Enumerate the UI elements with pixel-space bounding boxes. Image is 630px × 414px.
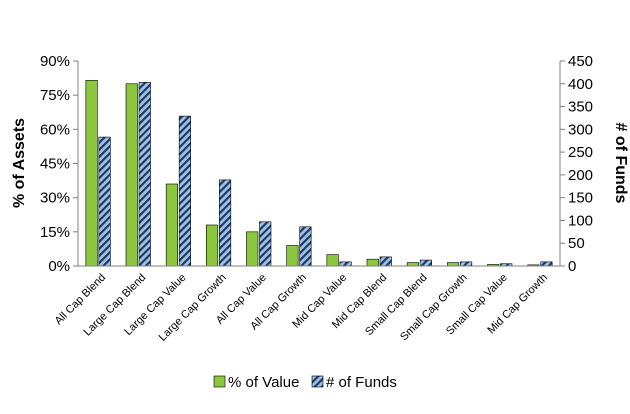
- right-tick-label: 400: [568, 76, 593, 93]
- bar-percent-of-value: [366, 258, 379, 267]
- right-axis-ticks: 0 50 100 150 200 250 300 350 400 450: [560, 53, 593, 275]
- bar-percent-of-value: [85, 80, 98, 267]
- bar-number-of-funds: [460, 261, 473, 267]
- left-tick-label: 0%: [48, 258, 70, 275]
- bar-number-of-funds: [138, 82, 151, 267]
- bar-percent-of-value: [326, 254, 339, 267]
- left-tick-label: 75%: [40, 87, 70, 104]
- right-tick-label: 250: [568, 144, 593, 161]
- bar-number-of-funds: [419, 259, 432, 267]
- bar-number-of-funds: [259, 221, 272, 267]
- legend-swatch-percent-of-value: [213, 375, 226, 388]
- right-tick-label: 50: [568, 235, 585, 252]
- bar-number-of-funds: [219, 179, 232, 267]
- bar-percent-of-value: [406, 262, 419, 267]
- right-axis-title: # of Funds: [612, 123, 629, 204]
- bar-percent-of-value: [447, 262, 460, 267]
- category-label: Large Cap Growth: [157, 272, 229, 344]
- bar-number-of-funds: [98, 136, 111, 267]
- left-axis-ticks: 0% 15% 30% 45% 60% 75% 90%: [40, 53, 78, 275]
- bar-percent-of-value: [206, 224, 219, 267]
- left-tick-label: 45%: [40, 156, 70, 173]
- right-tick-label: 200: [568, 167, 593, 184]
- right-tick-label: 300: [568, 121, 593, 138]
- legend-swatch-number-of-funds: [311, 375, 324, 388]
- bar-number-of-funds: [379, 256, 392, 267]
- legend-label-number-of-funds: # of Funds: [326, 374, 397, 391]
- legend-label-percent-of-value: % of Value: [228, 374, 299, 391]
- left-tick-label: 60%: [40, 121, 70, 138]
- bars: [85, 80, 553, 267]
- left-tick-label: 90%: [40, 53, 70, 70]
- right-tick-label: 100: [568, 212, 593, 229]
- bar-percent-of-value: [165, 183, 178, 267]
- bar-number-of-funds: [540, 261, 553, 267]
- bar-percent-of-value: [286, 245, 299, 267]
- right-tick-label: 350: [568, 99, 593, 116]
- right-tick-label: 150: [568, 190, 593, 207]
- legend: % of Value # of Funds: [213, 374, 397, 391]
- left-axis-title: % of Assets: [11, 118, 28, 208]
- category-label: Small Cap Growth: [398, 272, 470, 344]
- left-tick-label: 30%: [40, 190, 70, 207]
- bar-number-of-funds: [299, 226, 312, 267]
- right-tick-label: 450: [568, 53, 593, 70]
- bar-number-of-funds: [178, 115, 191, 267]
- right-tick-label: 0: [568, 258, 576, 275]
- bar-number-of-funds: [339, 261, 352, 267]
- bar-percent-of-value: [125, 83, 138, 267]
- bar-percent-of-value: [246, 231, 259, 267]
- left-tick-label: 15%: [40, 224, 70, 241]
